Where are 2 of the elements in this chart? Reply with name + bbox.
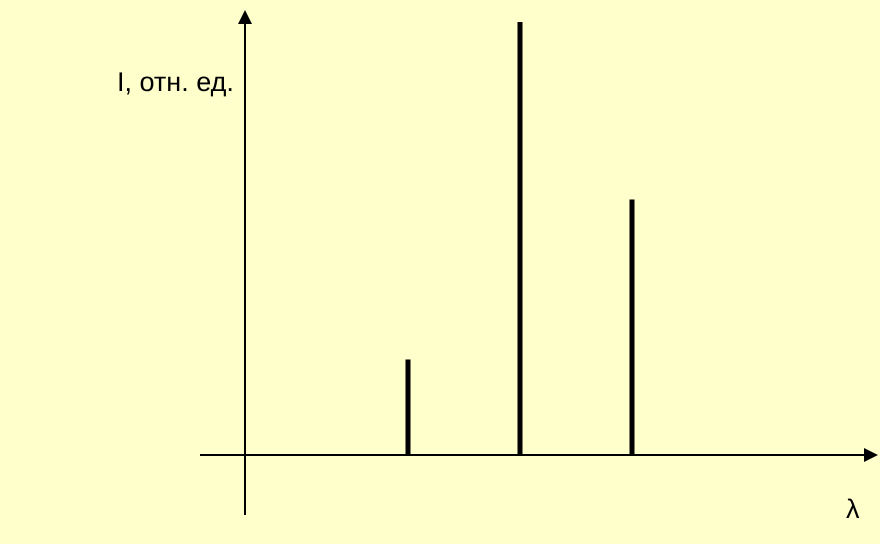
text: λ — [846, 494, 860, 524]
text: I, отн. ед. — [117, 67, 234, 97]
